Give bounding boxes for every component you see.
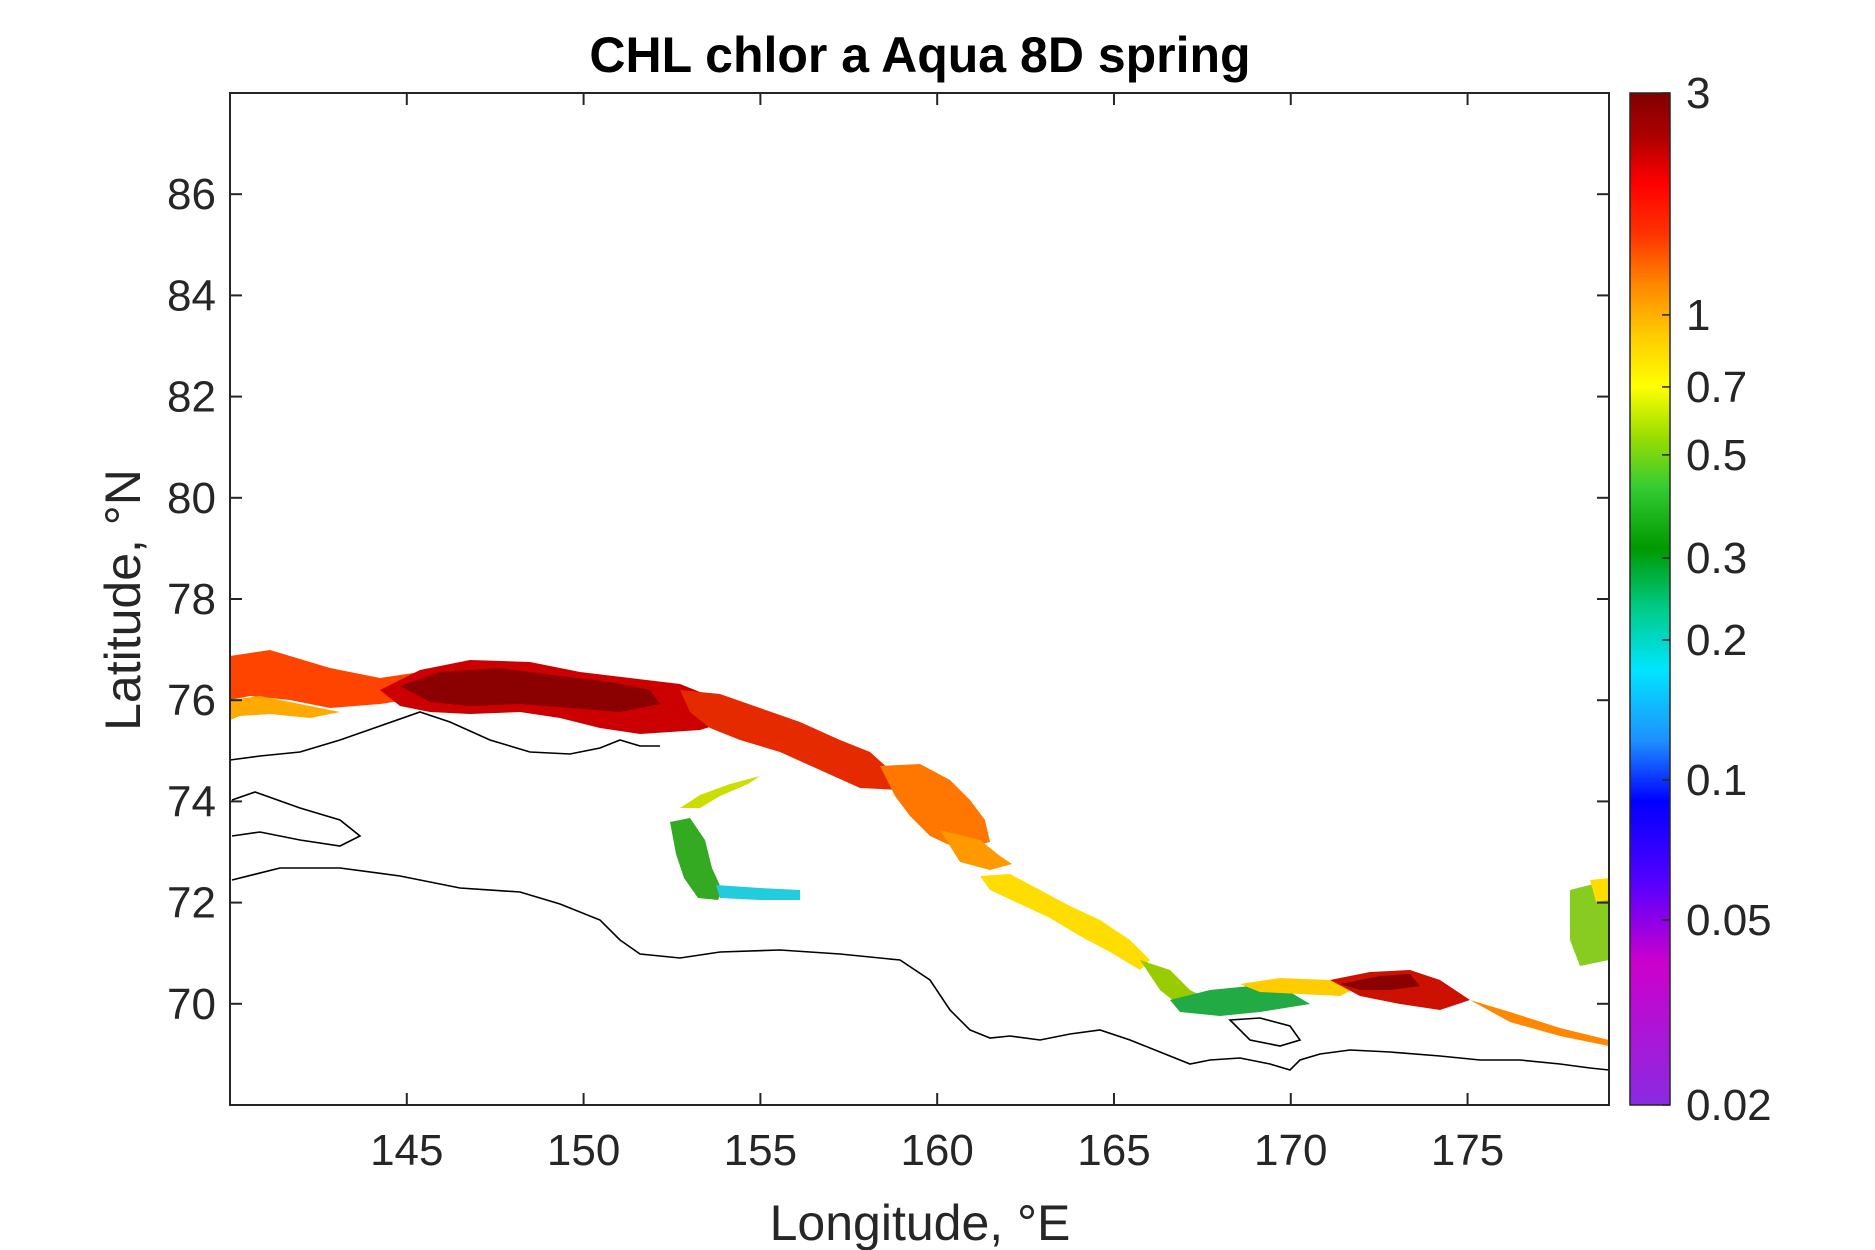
colorbar-tick-label: 0.2 bbox=[1686, 616, 1747, 665]
chl-patch-west-edge bbox=[230, 696, 340, 720]
y-tick-label: 78 bbox=[167, 575, 216, 624]
chl-patch-main-core bbox=[400, 668, 660, 712]
chl-patch-mid bbox=[680, 690, 900, 790]
y-tick-label: 72 bbox=[167, 879, 216, 928]
coastline-north bbox=[230, 711, 660, 761]
chl-patch-orange-south bbox=[940, 830, 1012, 870]
x-tick-label: 175 bbox=[1431, 1126, 1504, 1175]
colorbar-tick-label: 0.05 bbox=[1686, 896, 1772, 945]
x-tick-label: 160 bbox=[900, 1126, 973, 1175]
chl-patch-east-green bbox=[1170, 986, 1310, 1016]
x-tick-label: 150 bbox=[547, 1126, 620, 1175]
x-tick-label: 155 bbox=[724, 1126, 797, 1175]
x-tick-label: 170 bbox=[1254, 1126, 1327, 1175]
colorbar-tick-label: 0.3 bbox=[1686, 534, 1747, 583]
chl-patch-east-dark bbox=[1340, 974, 1420, 990]
chl-patch-yellow-arc bbox=[680, 776, 760, 808]
coastline bbox=[230, 711, 1609, 1071]
coastline-bay bbox=[1228, 1017, 1302, 1047]
y-tick-label: 70 bbox=[167, 980, 216, 1029]
coastline-islands bbox=[231, 791, 362, 847]
chl-patch-far-east-yellow bbox=[1590, 878, 1609, 902]
chl-patch-cyan bbox=[716, 885, 800, 900]
x-axis-ticks: 145 150 155 160 165 170 175 bbox=[370, 93, 1504, 1175]
y-tick-label: 86 bbox=[167, 170, 216, 219]
colorbar-ticks: 3 1 0.7 0.5 0.3 0.2 0.1 0.05 0.02 bbox=[1662, 69, 1772, 1130]
y-tick-label: 80 bbox=[167, 474, 216, 523]
y-tick-label: 74 bbox=[167, 777, 216, 826]
x-tick-label: 165 bbox=[1077, 1126, 1150, 1175]
chart-title: CHL chlor a Aqua 8D spring bbox=[589, 27, 1250, 83]
colorbar-tick-label: 1 bbox=[1686, 291, 1710, 340]
y-tick-label: 84 bbox=[167, 271, 216, 320]
chlorophyll-data-layer bbox=[230, 650, 1609, 1046]
colorbar bbox=[1629, 92, 1671, 1106]
colorbar-tick-label: 3 bbox=[1686, 69, 1710, 118]
chl-patch-east-yellow bbox=[1240, 978, 1360, 996]
x-tick-label: 145 bbox=[370, 1126, 443, 1175]
y-tick-label: 82 bbox=[167, 373, 216, 422]
x-axis-label: Longitude, °E bbox=[770, 1195, 1071, 1250]
colorbar-tick-label: 0.7 bbox=[1686, 363, 1747, 412]
y-tick-label: 76 bbox=[167, 676, 216, 725]
chl-patch-green-west bbox=[670, 818, 722, 900]
y-axis-label: Latitude, °N bbox=[95, 469, 151, 731]
colorbar-tick-label: 0.1 bbox=[1686, 756, 1747, 805]
colorbar-tick-label: 0.02 bbox=[1686, 1081, 1772, 1130]
colorbar-tick-label: 0.5 bbox=[1686, 431, 1747, 480]
chl-patch-yellow-chain bbox=[980, 874, 1150, 970]
chl-patch-east-orange bbox=[1470, 1000, 1609, 1046]
plot-area bbox=[230, 93, 1609, 1105]
coastline-south bbox=[231, 867, 1609, 1071]
y-axis-ticks: 70 72 74 76 78 80 82 84 86 bbox=[167, 170, 1609, 1029]
chl-patch-orange bbox=[880, 764, 990, 850]
